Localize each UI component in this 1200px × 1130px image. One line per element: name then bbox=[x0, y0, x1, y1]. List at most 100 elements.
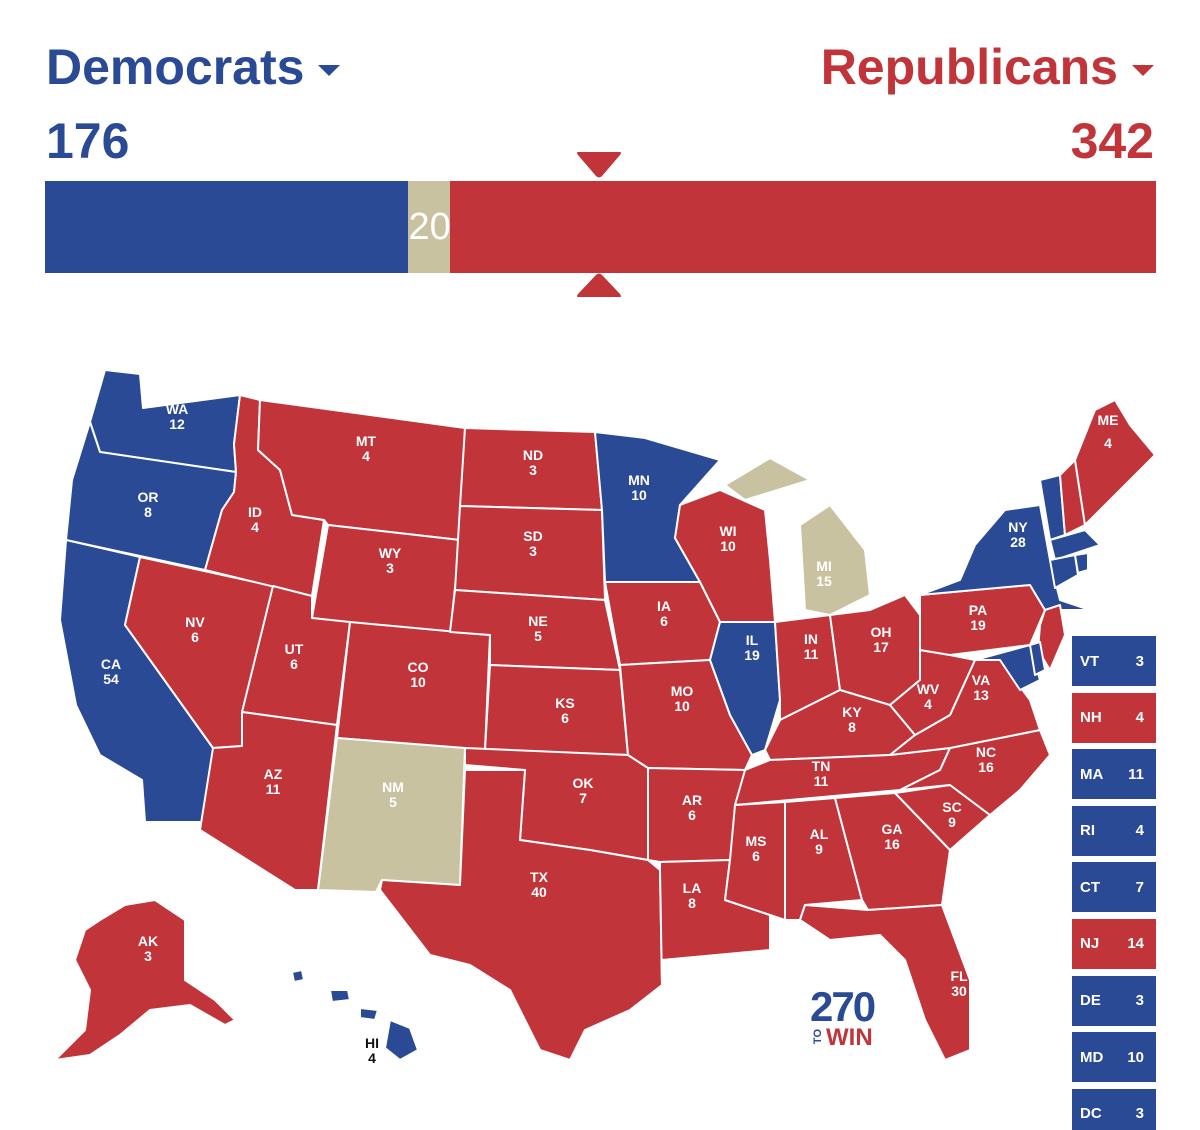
state-label-AL: AL bbox=[810, 826, 829, 842]
state-ev-AK: 3 bbox=[144, 948, 152, 964]
state-ev-GA: 16 bbox=[884, 836, 900, 852]
small-state-abbr: MA bbox=[1080, 765, 1104, 783]
state-label-ND: ND bbox=[523, 447, 543, 463]
state-RI[interactable] bbox=[1074, 552, 1089, 574]
state-ev-OH: 17 bbox=[873, 639, 889, 655]
state-label-HI: HI bbox=[365, 1035, 379, 1051]
state-ev-NM: 5 bbox=[389, 794, 397, 810]
chevron-down-icon bbox=[1132, 64, 1154, 76]
electoral-vote-bar: 20 bbox=[45, 181, 1156, 273]
state-label-TN: TN bbox=[812, 758, 831, 774]
small-state-ev: 4 bbox=[1135, 822, 1144, 840]
tossup-bar-segment: 20 bbox=[408, 181, 450, 273]
democrats-dropdown[interactable]: Democrats bbox=[46, 38, 341, 96]
us-electoral-map: WA 12 OR 8 CA 54 NV 6 ID 4 MT 4 WY 3 UT … bbox=[30, 360, 1165, 1080]
state-ev-MS: 6 bbox=[752, 848, 760, 864]
state-CT[interactable] bbox=[1049, 554, 1079, 589]
state-ev-SC: 9 bbox=[948, 814, 956, 830]
state-ev-WY: 3 bbox=[386, 560, 394, 576]
state-NJ[interactable] bbox=[1037, 604, 1066, 671]
state-label-ME: ME bbox=[1098, 412, 1119, 428]
state-NM[interactable] bbox=[317, 737, 466, 893]
small-state-ev: 11 bbox=[1128, 765, 1144, 783]
state-ev-NV: 6 bbox=[191, 629, 199, 645]
republicans-dropdown[interactable]: Republicans bbox=[821, 38, 1154, 96]
state-label-PA: PA bbox=[969, 602, 987, 618]
republican-electoral-total: 342 bbox=[1070, 113, 1154, 169]
small-state-CT[interactable]: CT 7 bbox=[1072, 862, 1156, 913]
state-label-IA: IA bbox=[657, 598, 671, 614]
state-ev-PA: 19 bbox=[970, 617, 986, 633]
state-ev-OR: 8 bbox=[144, 504, 152, 520]
state-ev-TN: 11 bbox=[814, 773, 829, 789]
state-label-NY: NY bbox=[1008, 519, 1028, 535]
state-ev-IN: 11 bbox=[804, 646, 819, 662]
state-ME[interactable] bbox=[1074, 399, 1156, 526]
state-label-NE: NE bbox=[528, 613, 547, 629]
small-state-VT[interactable]: VT 3 bbox=[1072, 636, 1156, 686]
state-ev-MT: 4 bbox=[362, 448, 370, 464]
state-ev-AL: 9 bbox=[815, 841, 823, 857]
small-state-DC[interactable]: DC 3 bbox=[1072, 1088, 1156, 1130]
logo-win: WIN bbox=[826, 1024, 873, 1051]
state-ev-ND: 3 bbox=[529, 462, 537, 478]
rep-bar-segment bbox=[449, 181, 1156, 273]
small-state-MD[interactable]: MD 10 bbox=[1072, 1032, 1156, 1083]
state-ev-AR: 6 bbox=[688, 807, 696, 823]
state-label-AZ: AZ bbox=[264, 766, 283, 782]
small-state-abbr: RI bbox=[1080, 822, 1095, 840]
state-label-SD: SD bbox=[523, 528, 542, 544]
state-ev-UT: 6 bbox=[290, 656, 298, 672]
small-state-abbr: DE bbox=[1080, 992, 1101, 1010]
small-state-abbr: NH bbox=[1080, 709, 1102, 727]
state-MA[interactable] bbox=[1049, 529, 1101, 561]
state-label-SC: SC bbox=[942, 799, 961, 815]
small-state-NH[interactable]: NH 4 bbox=[1072, 692, 1156, 743]
dem-bar-segment bbox=[45, 181, 409, 273]
state-label-FL: FL bbox=[950, 968, 968, 984]
state-label-CO: CO bbox=[408, 659, 429, 675]
state-ev-KY: 8 bbox=[848, 719, 856, 735]
state-label-WI: WI bbox=[719, 523, 736, 539]
state-label-NM: NM bbox=[382, 779, 404, 795]
state-FL[interactable] bbox=[799, 904, 971, 1061]
state-AZ[interactable] bbox=[199, 711, 338, 891]
chevron-down-icon bbox=[318, 64, 341, 76]
state-ev-MI: 15 bbox=[816, 573, 832, 589]
small-state-DE[interactable]: DE 3 bbox=[1072, 975, 1156, 1026]
state-ev-IA: 6 bbox=[660, 613, 668, 629]
small-state-abbr: VT bbox=[1080, 652, 1100, 670]
state-label-NC: NC bbox=[976, 744, 996, 760]
state-ev-NC: 16 bbox=[978, 759, 994, 775]
state-label-WY: WY bbox=[379, 545, 402, 561]
state-ev-NY: 28 bbox=[1010, 534, 1026, 550]
state-label-LA: LA bbox=[683, 880, 702, 896]
state-TX[interactable] bbox=[379, 769, 663, 1061]
small-state-ev: 14 bbox=[1127, 935, 1144, 953]
state-MD[interactable] bbox=[974, 644, 1041, 691]
state-label-NV: NV bbox=[185, 614, 205, 630]
state-WY[interactable] bbox=[311, 524, 461, 636]
state-label-KY: KY bbox=[842, 704, 862, 720]
state-HI[interactable] bbox=[291, 969, 419, 1061]
state-label-OK: OK bbox=[573, 775, 594, 791]
state-DE[interactable] bbox=[1029, 641, 1046, 676]
state-NC[interactable] bbox=[899, 729, 1051, 816]
state-MI[interactable] bbox=[724, 457, 871, 616]
small-state-abbr: MD bbox=[1080, 1048, 1104, 1066]
state-label-GA: GA bbox=[882, 821, 903, 837]
state-ev-OK: 7 bbox=[579, 790, 587, 806]
small-state-RI[interactable]: RI 4 bbox=[1072, 805, 1156, 856]
state-ev-MN: 10 bbox=[631, 487, 647, 503]
state-ev-TX: 40 bbox=[531, 884, 547, 900]
majority-marker-bottom-icon bbox=[577, 273, 621, 297]
state-WV[interactable] bbox=[889, 649, 976, 736]
small-state-ev: 10 bbox=[1127, 1048, 1144, 1066]
state-label-OH: OH bbox=[871, 624, 892, 640]
state-label-AR: AR bbox=[682, 792, 702, 808]
state-ev-IL: 19 bbox=[744, 647, 760, 663]
small-state-MA[interactable]: MA 11 bbox=[1072, 749, 1156, 800]
state-AK[interactable] bbox=[54, 899, 236, 1061]
tossup-total: 20 bbox=[408, 205, 450, 248]
small-state-NJ[interactable]: NJ 14 bbox=[1072, 918, 1156, 969]
